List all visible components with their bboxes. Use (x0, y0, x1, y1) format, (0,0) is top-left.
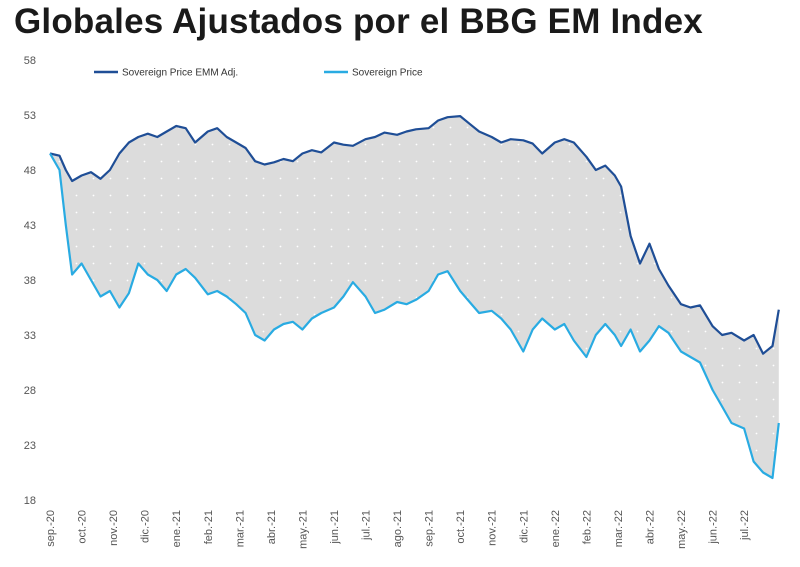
legend-label-adjusted: Sovereign Price EMM Adj. (122, 68, 238, 79)
y-tick-label: 58 (24, 55, 36, 67)
y-tick-label: 23 (24, 440, 36, 452)
x-axis: sep.-20 oct.-20 nov.-20 dic.-20 ene.-21 feb.-… (45, 510, 751, 549)
x-tick-label: abr.-22 (645, 510, 657, 544)
x-tick-label: mar.-21 (234, 510, 246, 547)
x-tick-label: dic.-21 (518, 510, 530, 543)
x-tick-label: mar.-22 (613, 510, 625, 547)
x-tick-label: oct.-20 (77, 510, 89, 544)
x-tick-label: oct.-21 (455, 510, 467, 544)
x-tick-label: dic.-20 (140, 510, 152, 543)
y-tick-label: 18 (24, 495, 36, 507)
series-line-adjusted (49, 114, 780, 355)
series-layer (49, 114, 780, 480)
x-tick-label: ene.-22 (550, 510, 562, 547)
series-line-price (49, 152, 780, 480)
x-tick-label: ago.-21 (392, 510, 404, 547)
x-tick-label: sep.-20 (45, 510, 57, 547)
spread-fill-layer (50, 116, 779, 478)
x-tick-label: nov.-20 (108, 510, 120, 546)
y-tick-label: 28 (24, 385, 36, 397)
x-tick-label: feb.-21 (203, 510, 215, 544)
x-tick-label: sep.-21 (424, 510, 436, 547)
x-tick-label: nov.-21 (487, 510, 499, 546)
x-tick-label: feb.-22 (581, 510, 593, 544)
chart-title: Globales Ajustados por el BBG EM Index (14, 2, 703, 41)
x-tick-label: jul.-21 (361, 510, 373, 541)
y-tick-label: 43 (24, 220, 36, 232)
spread-fill-area (50, 116, 779, 478)
y-tick-label: 48 (24, 165, 36, 177)
x-tick-label: may.-22 (676, 510, 688, 549)
y-tick-label: 33 (24, 330, 36, 342)
x-tick-label: jun.-22 (708, 510, 720, 545)
y-axis: 18 23 28 33 38 43 48 53 58 (24, 55, 36, 507)
x-tick-label: jul.-22 (739, 510, 751, 541)
legend: Sovereign Price EMM Adj. Sovereign Price (94, 68, 423, 79)
x-tick-label: jun.-21 (329, 510, 341, 545)
y-tick-label: 38 (24, 275, 36, 287)
y-tick-label: 53 (24, 110, 36, 122)
x-tick-label: ene.-21 (171, 510, 183, 547)
x-tick-label: may.-21 (297, 510, 309, 549)
legend-label-price: Sovereign Price (352, 68, 423, 79)
x-tick-label: abr.-21 (266, 510, 278, 544)
